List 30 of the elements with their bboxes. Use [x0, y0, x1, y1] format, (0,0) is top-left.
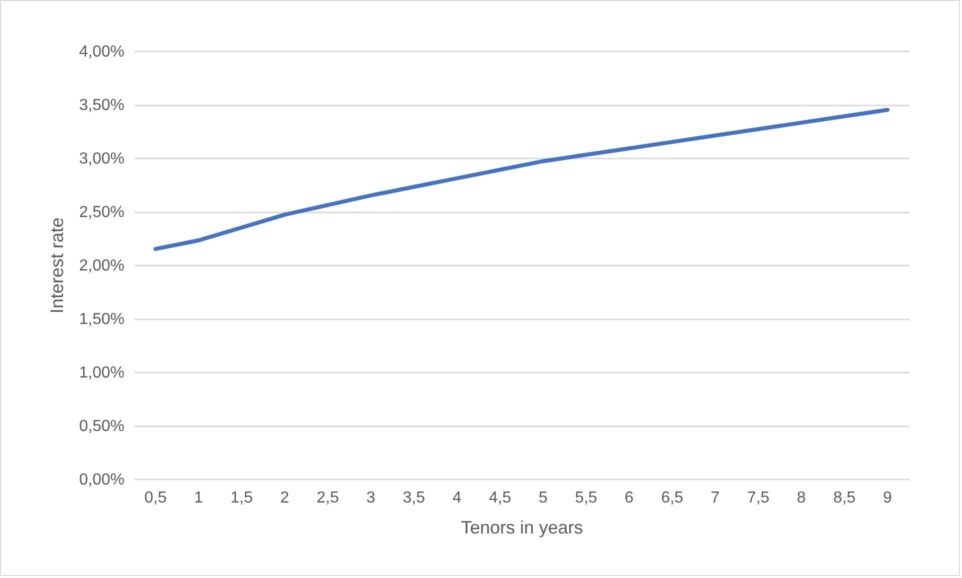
y-tick-label: 3,50%: [79, 97, 124, 114]
y-axis-title: Interest rate: [47, 217, 68, 314]
x-tick-label: 6: [624, 490, 634, 506]
x-tick-label: 3: [366, 490, 376, 506]
y-tick-label: 1,50%: [79, 311, 124, 328]
x-tick-label: 2: [280, 490, 290, 506]
x-tick-label: 8,5: [833, 490, 856, 506]
x-tick-label: 7: [710, 490, 720, 506]
x-tick-label: 4: [452, 490, 462, 506]
x-tick-label: 2,5: [316, 490, 339, 506]
y-tick-label: 1,00%: [79, 364, 124, 382]
x-tick-label: 4,5: [488, 490, 512, 506]
x-tick-label: 1: [194, 490, 204, 506]
x-tick-label: 9: [883, 490, 892, 506]
x-tick-label: 5,5: [574, 490, 598, 506]
x-tick-label: 7,5: [747, 490, 770, 506]
y-tick-label: 3,00%: [79, 150, 124, 168]
y-tick-label: 0,00%: [79, 472, 124, 488]
y-tick-label: 2,00%: [79, 258, 124, 274]
x-tick-label: 1,5: [230, 490, 253, 506]
x-tick-label: 0,5: [144, 490, 167, 506]
x-axis-title: Tenors in years: [460, 518, 584, 538]
y-tick-label: 0,50%: [79, 418, 124, 435]
y-tick-label: 4,00%: [79, 44, 124, 60]
x-tick-label: 5: [538, 490, 548, 506]
x-tick-label: 3,5: [402, 490, 426, 506]
x-tick-label: 6,5: [661, 490, 684, 506]
y-tick-label: 2,50%: [79, 204, 124, 221]
line-series: [154, 108, 890, 251]
x-tick-label: 8: [796, 490, 806, 506]
